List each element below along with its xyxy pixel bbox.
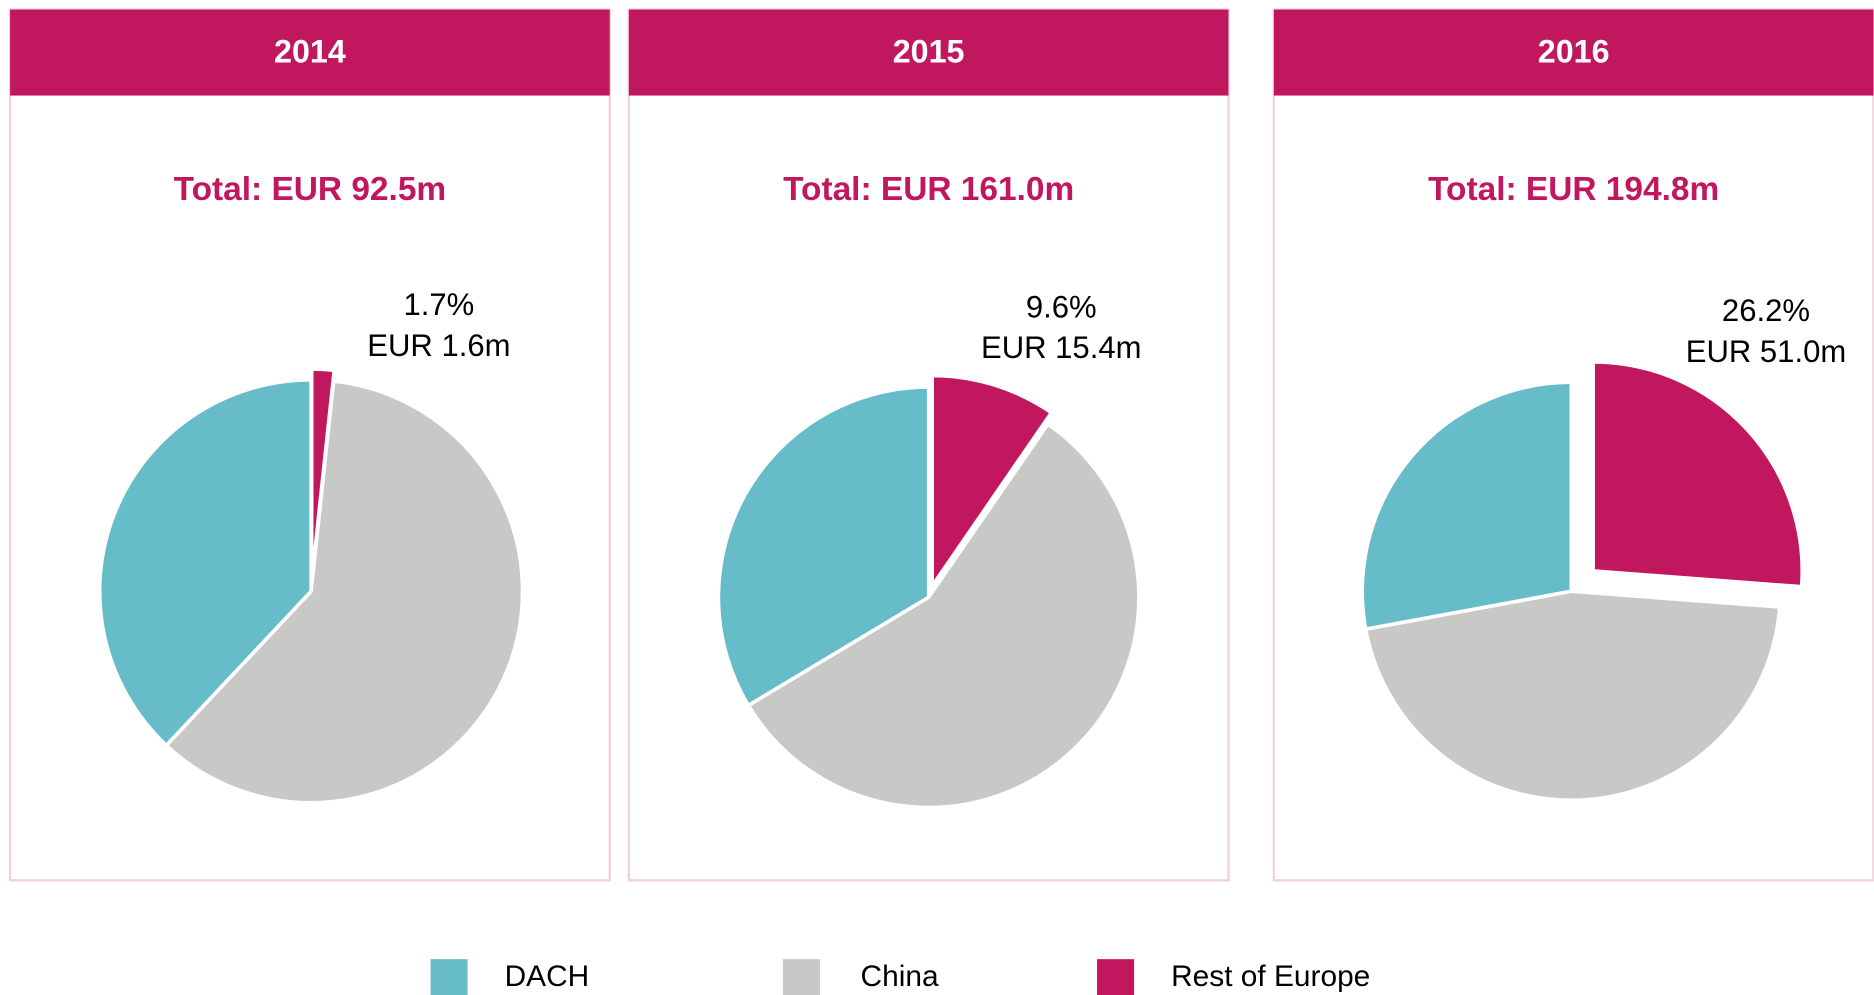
legend-swatch	[430, 959, 468, 995]
legend-swatch	[782, 959, 820, 995]
pie-slice	[163, 379, 525, 805]
panel-header	[628, 9, 1229, 96]
pie-slice	[1363, 589, 1782, 802]
panel-title: 2014	[274, 33, 346, 69]
panel-title: 2015	[893, 33, 965, 69]
legend-label: Rest of Europe	[1171, 960, 1370, 993]
panel-subtitle: Total: EUR 194.8m	[1428, 171, 1719, 208]
pie-slice	[1360, 380, 1574, 632]
legend-label: DACH	[505, 960, 590, 993]
legend-label: China	[861, 960, 939, 993]
value-label: 9.6%	[1026, 290, 1097, 325]
pie-slice	[1591, 360, 1804, 589]
amount-label: EUR 15.4m	[981, 330, 1141, 365]
panel-subtitle: Total: EUR 92.5m	[174, 171, 447, 208]
value-label: 1.7%	[404, 287, 475, 322]
pie-slice	[97, 378, 313, 748]
value-label: 26.2%	[1722, 293, 1810, 328]
pie-slice	[745, 421, 1141, 810]
panel-header	[1273, 9, 1874, 96]
legend-swatch	[1097, 959, 1135, 995]
panel-title: 2016	[1538, 33, 1610, 69]
panel-subtitle: Total: EUR 161.0m	[783, 171, 1074, 208]
panel-header	[10, 9, 610, 96]
pie-slice	[716, 385, 931, 708]
amount-label: EUR 51.0m	[1686, 334, 1846, 369]
amount-label: EUR 1.6m	[367, 328, 510, 363]
pie-slice	[930, 373, 1054, 592]
